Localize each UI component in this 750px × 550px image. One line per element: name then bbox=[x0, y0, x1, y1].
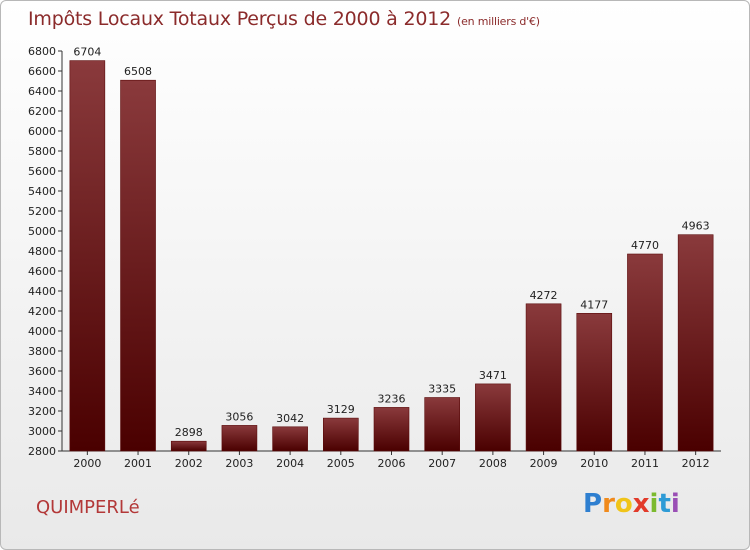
y-tick-label: 4600 bbox=[28, 265, 56, 278]
x-tick-label: 2009 bbox=[530, 457, 558, 470]
bar-2012 bbox=[677, 234, 714, 452]
y-tick-label: 4800 bbox=[28, 245, 56, 258]
bar-value-label: 4770 bbox=[631, 239, 659, 252]
y-tick-label: 6200 bbox=[28, 105, 56, 118]
y-tick-label: 5000 bbox=[28, 225, 56, 238]
y-tick-label: 3800 bbox=[28, 345, 56, 358]
y-tick-label: 5200 bbox=[28, 205, 56, 218]
bar-2000 bbox=[69, 60, 106, 452]
y-tick-label: 6600 bbox=[28, 65, 56, 78]
y-tick-label: 4200 bbox=[28, 305, 56, 318]
bar-2002 bbox=[170, 440, 207, 452]
bar-2011 bbox=[627, 253, 663, 452]
bar-2003 bbox=[221, 425, 258, 452]
logo-letter: r bbox=[602, 489, 615, 519]
bar-value-label: 6508 bbox=[124, 65, 152, 78]
town-name: QUIMPERLé bbox=[36, 497, 140, 518]
chart-title-text: Impôts Locaux Totaux Perçus de 2000 à 20… bbox=[28, 8, 452, 30]
x-tick-label: 2008 bbox=[479, 457, 507, 470]
y-tick-label: 2800 bbox=[28, 445, 56, 458]
x-tick-label: 2002 bbox=[175, 457, 203, 470]
bar-value-label: 4963 bbox=[682, 220, 710, 233]
logo-letter: P bbox=[583, 489, 603, 519]
bar-value-label: 4272 bbox=[530, 289, 558, 302]
chart-title: Impôts Locaux Totaux Perçus de 2000 à 20… bbox=[28, 8, 540, 30]
y-tick-label: 4400 bbox=[28, 285, 56, 298]
bar-value-label: 3129 bbox=[327, 403, 355, 416]
bar-2010 bbox=[576, 312, 613, 452]
y-tick-label: 3600 bbox=[28, 365, 56, 378]
x-tick-label: 2001 bbox=[124, 457, 152, 470]
bar-value-label: 4177 bbox=[580, 298, 608, 311]
logo-letter: i bbox=[649, 489, 659, 519]
bar-value-label: 3471 bbox=[479, 369, 507, 382]
bar-value-label: 6704 bbox=[73, 46, 101, 59]
y-tick-label: 6000 bbox=[28, 125, 56, 138]
x-tick-label: 2006 bbox=[378, 457, 406, 470]
logo-letter: x bbox=[632, 489, 650, 519]
x-tick-label: 2000 bbox=[73, 457, 101, 470]
y-tick-label: 3000 bbox=[28, 425, 56, 438]
logo-letter: o bbox=[614, 489, 633, 519]
y-tick-label: 6400 bbox=[28, 85, 56, 98]
logo-letter: t bbox=[658, 489, 671, 519]
x-tick-label: 2007 bbox=[428, 457, 456, 470]
x-tick-label: 2003 bbox=[225, 457, 253, 470]
proxiti-logo: Proxiti bbox=[583, 489, 680, 519]
bar-2009 bbox=[525, 303, 562, 452]
x-tick-label: 2010 bbox=[580, 457, 608, 470]
y-tick-label: 5400 bbox=[28, 185, 56, 198]
x-tick-label: 2012 bbox=[682, 457, 710, 470]
bar-2001 bbox=[120, 79, 156, 452]
bar-2005 bbox=[323, 417, 359, 452]
logo-letter: i bbox=[670, 489, 680, 519]
bar-value-label: 3042 bbox=[276, 412, 304, 425]
chart-unit: (en milliers d'€) bbox=[457, 15, 540, 28]
y-tick-label: 3200 bbox=[28, 405, 56, 418]
y-tick-label: 6800 bbox=[28, 45, 56, 58]
y-tick-label: 4000 bbox=[28, 325, 56, 338]
x-tick-label: 2004 bbox=[276, 457, 304, 470]
bar-value-label: 3236 bbox=[378, 392, 406, 405]
y-tick-label: 3400 bbox=[28, 385, 56, 398]
x-tick-label: 2011 bbox=[631, 457, 659, 470]
bar-2004 bbox=[272, 426, 308, 452]
bar-value-label: 2898 bbox=[175, 426, 203, 439]
x-tick-label: 2005 bbox=[327, 457, 355, 470]
y-tick-label: 5800 bbox=[28, 145, 56, 158]
y-tick-label: 5600 bbox=[28, 165, 56, 178]
bar-2008 bbox=[475, 383, 511, 452]
bar-value-label: 3056 bbox=[225, 410, 253, 423]
bar-value-label: 3335 bbox=[428, 383, 456, 396]
bar-2006 bbox=[373, 407, 410, 452]
bar-2007 bbox=[424, 397, 460, 452]
